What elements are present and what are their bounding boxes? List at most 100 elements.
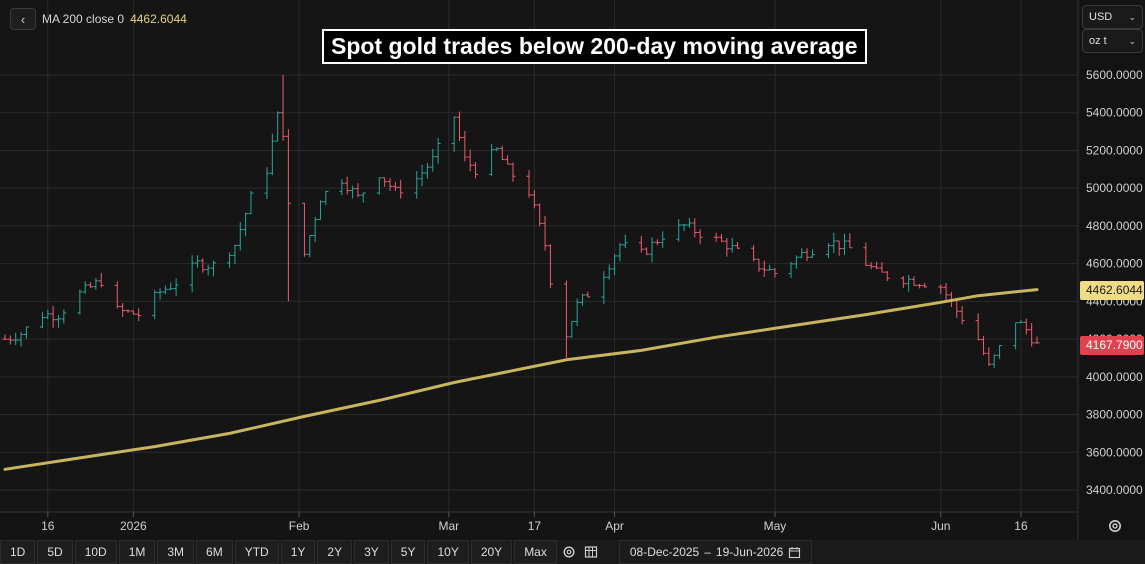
ohlc-bar	[975, 313, 981, 341]
x-tick-label: Jun	[931, 519, 950, 533]
ohlc-bar	[505, 155, 511, 165]
ohlc-bar	[863, 242, 869, 266]
ohlc-bar	[713, 232, 719, 242]
ohlc-bar	[93, 277, 99, 290]
ohlc-bar	[542, 215, 548, 251]
ohlc-bar	[751, 245, 757, 262]
ohlc-bar	[264, 167, 270, 200]
ohlc-bar	[836, 240, 842, 256]
ohlc-bar	[831, 232, 837, 254]
chart-area[interactable]: 3400.00003600.00003800.00004000.00004200…	[0, 0, 1145, 540]
ohlc-bar	[88, 282, 94, 288]
currency-select[interactable]: USD ⌄	[1082, 5, 1143, 29]
ohlc-bar	[227, 252, 233, 268]
ohlc-bar	[991, 354, 997, 369]
ohlc-bar	[301, 202, 307, 257]
ohlc-bar	[350, 185, 356, 199]
ohlc-bar	[804, 248, 810, 262]
ohlc-bar	[638, 235, 644, 253]
ohlc-bar	[82, 281, 88, 294]
ohlc-bar	[847, 233, 853, 249]
ohlc-bar	[1029, 323, 1035, 347]
ohlc-bar	[451, 116, 457, 152]
ohlc-bar	[916, 284, 922, 289]
ohlc-bar	[248, 190, 254, 215]
ohlc-bar	[462, 130, 468, 162]
ohlc-bar	[788, 261, 794, 278]
ohlc-bar	[419, 164, 425, 187]
ohlc-bar	[692, 218, 698, 238]
ohlc-bar	[756, 258, 762, 272]
x-tick-label: 16	[41, 519, 55, 533]
ohlc-bar	[13, 332, 19, 346]
ohlc-bar	[194, 255, 200, 268]
range-button-20y[interactable]: 20Y	[470, 540, 513, 564]
ohlc-bar	[943, 282, 949, 303]
ohlc-bar	[200, 258, 206, 273]
calendar-icon	[789, 546, 801, 558]
table-view-button[interactable]	[581, 540, 601, 564]
chart-title: Spot gold trades below 200-day moving av…	[322, 29, 867, 64]
date-range-picker[interactable]: 08-Dec-2025 – 19-Jun-2026	[618, 540, 813, 564]
ohlc-bar	[98, 272, 104, 288]
chart-settings-button[interactable]	[1104, 515, 1126, 537]
y-tick-label: 3400.0000	[1086, 483, 1143, 497]
ohlc-bar	[494, 147, 500, 152]
ohlc-bar	[312, 217, 318, 243]
range-button-6m[interactable]: 6M	[196, 540, 233, 564]
ohlc-bar	[585, 291, 591, 298]
range-button-5y[interactable]: 5Y	[390, 540, 426, 564]
indicator-legend: ‹ MA 200 close 0 4462.6044	[10, 7, 187, 31]
ohlc-bar	[269, 133, 275, 176]
chevron-left-icon: ‹	[20, 11, 26, 27]
ma-200-line	[3, 288, 1039, 471]
ohlc-bar	[900, 276, 906, 288]
ohlc-bar	[654, 239, 660, 246]
ohlc-bar	[114, 281, 120, 309]
range-button-3y[interactable]: 3Y	[354, 540, 389, 564]
ohlc-bar	[537, 203, 543, 227]
price-chart[interactable]: 3400.00003600.00003800.00004000.00004200…	[0, 0, 1145, 540]
range-button-3m[interactable]: 3M	[157, 540, 195, 564]
y-axis-background	[1078, 0, 1145, 540]
ohlc-bar	[162, 285, 168, 295]
range-button-ytd[interactable]: YTD	[234, 540, 279, 564]
ohlc-bar	[874, 261, 880, 270]
gear-icon	[563, 546, 575, 558]
ohlc-bar	[499, 145, 505, 161]
ohlc-bar	[601, 271, 607, 305]
range-button-max[interactable]: Max	[514, 540, 557, 564]
ohlc-bar	[644, 247, 650, 256]
ohlc-bar	[879, 261, 885, 273]
ohlc-bar	[473, 162, 479, 179]
range-button-10y[interactable]: 10Y	[427, 540, 469, 564]
settings-button[interactable]	[559, 540, 579, 564]
ma-price-label: 4462.6044	[1080, 281, 1144, 300]
range-toolbar: 1D 5D 10D 1M 3M 6M YTD 1Y 2Y 3Y 5Y 10Y 20Y Max 08-Dec…	[0, 540, 1145, 564]
ohlc-bar	[531, 189, 537, 209]
ohlc-bar	[1023, 318, 1029, 335]
ohlc-bar	[130, 310, 136, 315]
ohlc-bar	[735, 241, 741, 249]
weight-unit-select[interactable]: oz t ⌄	[1082, 29, 1143, 53]
indicator-name: MA 200 close 0	[42, 12, 125, 26]
range-button-1y[interactable]: 1Y	[280, 540, 316, 564]
ohlc-bar	[280, 75, 286, 141]
ohlc-bar	[510, 162, 516, 182]
ohlc-bar	[563, 280, 569, 358]
ohlc-bar	[986, 347, 992, 366]
ohlc-bar	[50, 305, 56, 328]
ohlc-bar	[526, 169, 532, 198]
range-button-5d[interactable]: 5D	[37, 540, 73, 564]
ohlc-bar	[938, 284, 944, 295]
date-separator: –	[704, 545, 711, 559]
range-button-2y[interactable]: 2Y	[317, 540, 353, 564]
range-button-1m[interactable]: 1M	[118, 540, 156, 564]
ohlc-bar	[77, 289, 83, 315]
range-button-10d[interactable]: 10D	[74, 540, 117, 564]
ohlc-bar	[435, 138, 441, 164]
ma-line-layer	[3, 288, 1039, 471]
range-button-1d[interactable]: 1D	[0, 540, 36, 564]
back-button[interactable]: ‹	[10, 8, 36, 30]
y-tick-label: 5200.0000	[1086, 143, 1143, 157]
